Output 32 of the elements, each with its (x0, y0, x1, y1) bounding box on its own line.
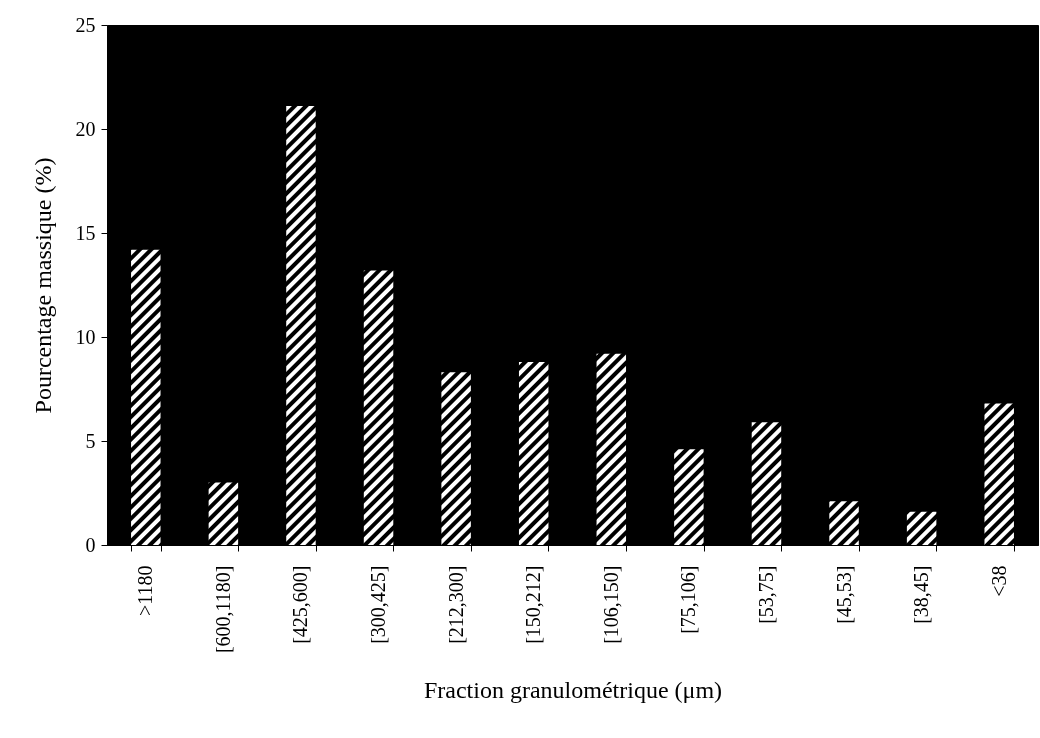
y-tick-label: 0 (85, 533, 96, 556)
bar (518, 361, 549, 545)
x-tick-label: [45,53] (832, 565, 855, 624)
bar (286, 106, 316, 545)
x-tick-label: [300,425] (367, 565, 390, 644)
bar (906, 511, 937, 545)
x-tick-label: [75,106] (677, 565, 700, 634)
x-tick-label: [600,1180] (211, 565, 234, 654)
y-tick-label: 15 (75, 221, 96, 244)
y-tick-label: 10 (75, 325, 96, 348)
bar (751, 422, 782, 545)
x-tick-label: <38 (987, 565, 1010, 597)
y-tick-label: 20 (75, 117, 96, 140)
bar (984, 403, 1014, 545)
bar (208, 482, 239, 545)
bar (829, 501, 859, 545)
bar (596, 353, 627, 545)
bar (131, 249, 161, 545)
x-tick-label: [38,45] (910, 565, 933, 624)
x-tick-label: >1180 (134, 565, 157, 617)
x-tick-label: [53,75] (754, 565, 777, 624)
bar (363, 270, 394, 545)
x-axis-title: Fraction granulométrique (μm) (423, 677, 723, 704)
x-tick-label: [106,150] (599, 565, 622, 644)
y-tick-label: 25 (75, 13, 96, 36)
bar (441, 372, 471, 545)
bar (674, 449, 704, 545)
x-tick-label: [212,300] (444, 565, 467, 644)
x-tick-label: [425,600] (289, 565, 312, 644)
x-tick-label: [150,212] (522, 565, 545, 644)
y-axis-title: Pourcentage massique (%) (29, 157, 56, 414)
y-tick-label: 5 (85, 429, 96, 452)
